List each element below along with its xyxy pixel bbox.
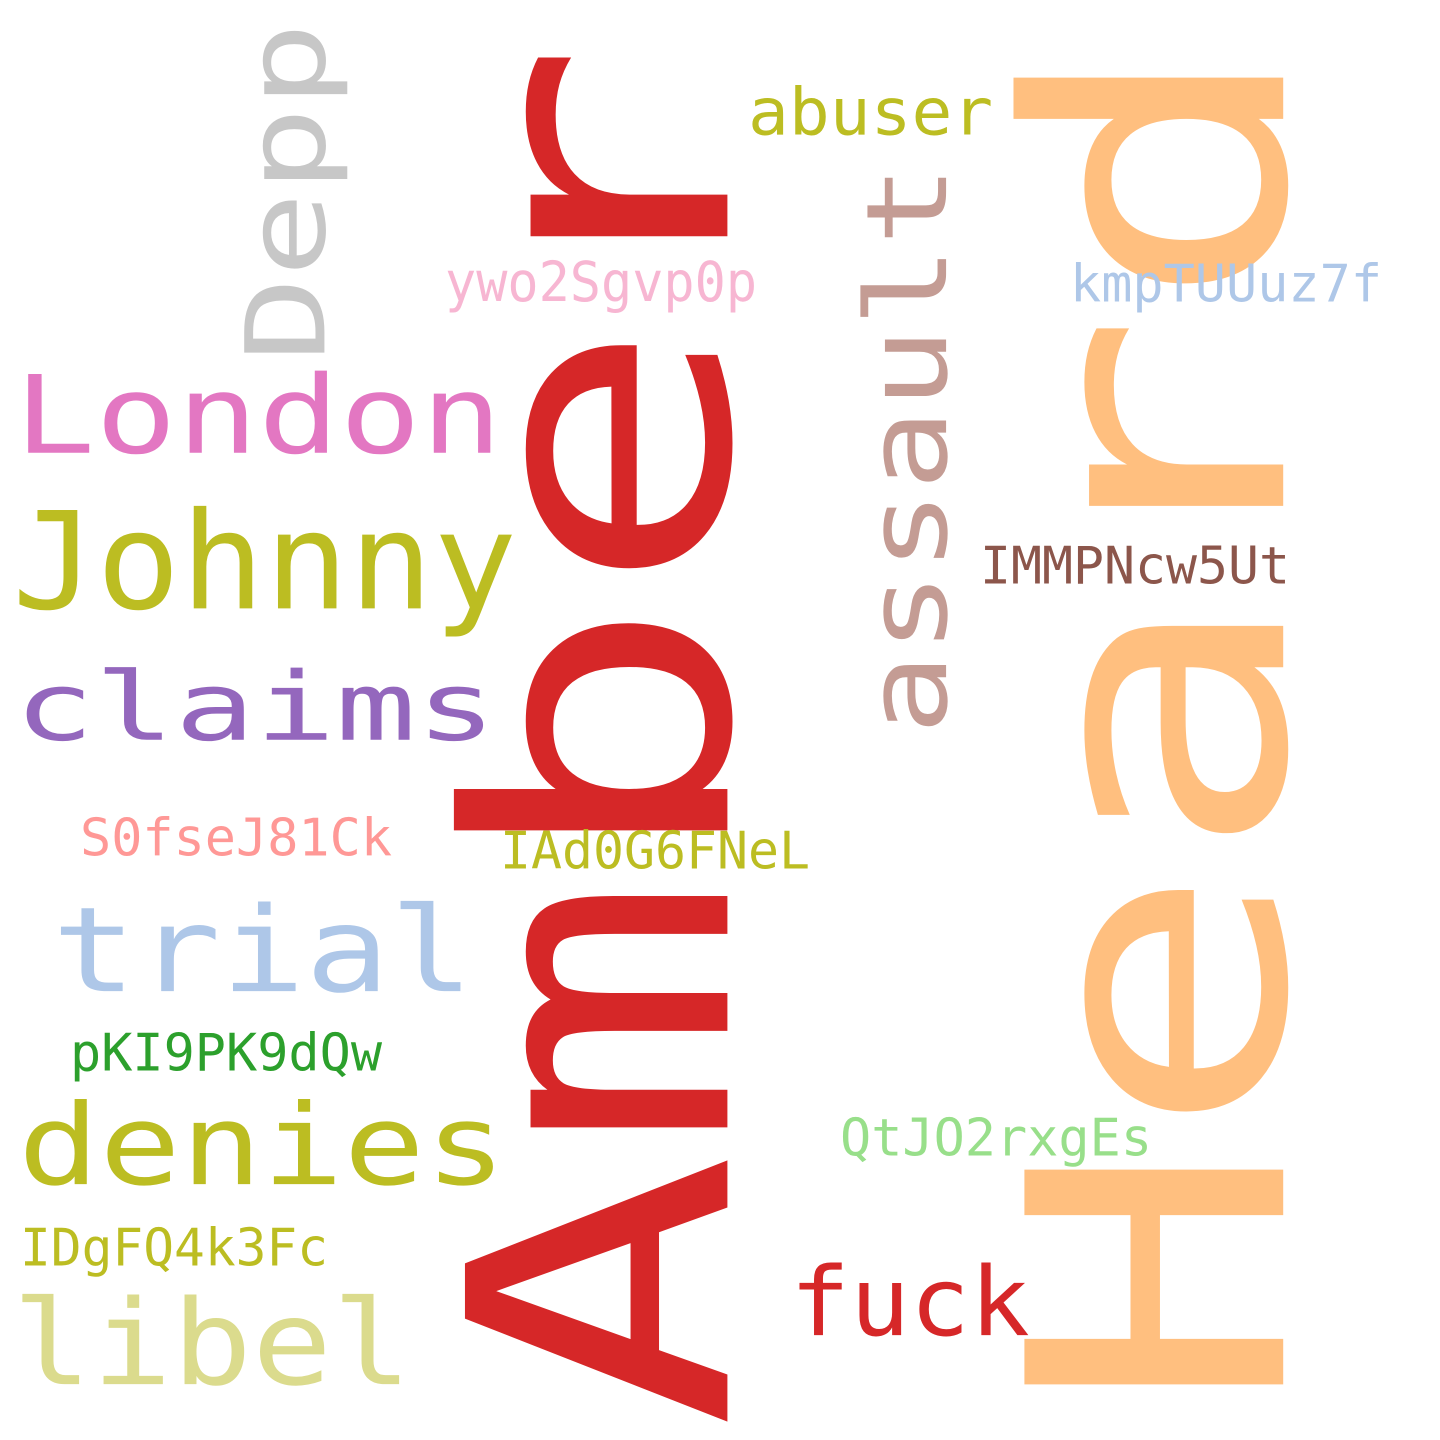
- word-immpncw5ut: IMMPNcw5Ut: [980, 535, 1291, 597]
- word-claims: claims: [14, 651, 497, 763]
- word-denies: denies: [18, 1079, 507, 1211]
- word-fuck: fuck: [790, 1246, 1030, 1358]
- word-s0fsej81ck: S0fseJ81Ck: [80, 807, 393, 869]
- word-trial: trial: [52, 881, 475, 1020]
- word-qtjo2rxges: QtJO2rxgEs: [840, 1107, 1153, 1169]
- word-libel: libel: [12, 1274, 413, 1413]
- word-iad0g6fnel: IAd0G6FNeL: [500, 820, 811, 882]
- word-kmptuuuz7f: kmpTUUuz7f: [1070, 253, 1383, 315]
- word-depp: Depp: [222, 22, 351, 363]
- word-ywo2sgvp0p: ywo2Sgvp0p: [445, 250, 758, 315]
- word-heard: Heard: [953, 34, 1369, 1415]
- word-assault: assault: [841, 164, 973, 735]
- word-pki9pk9dqw: pKI9PK9dQw: [70, 1022, 383, 1084]
- word-johnny: Johnny: [12, 482, 518, 641]
- word-london: London: [14, 352, 503, 479]
- word-abuser: abuser: [748, 74, 994, 151]
- word-idgfq4k3fc: IDgFQ4k3Fc: [20, 1217, 329, 1279]
